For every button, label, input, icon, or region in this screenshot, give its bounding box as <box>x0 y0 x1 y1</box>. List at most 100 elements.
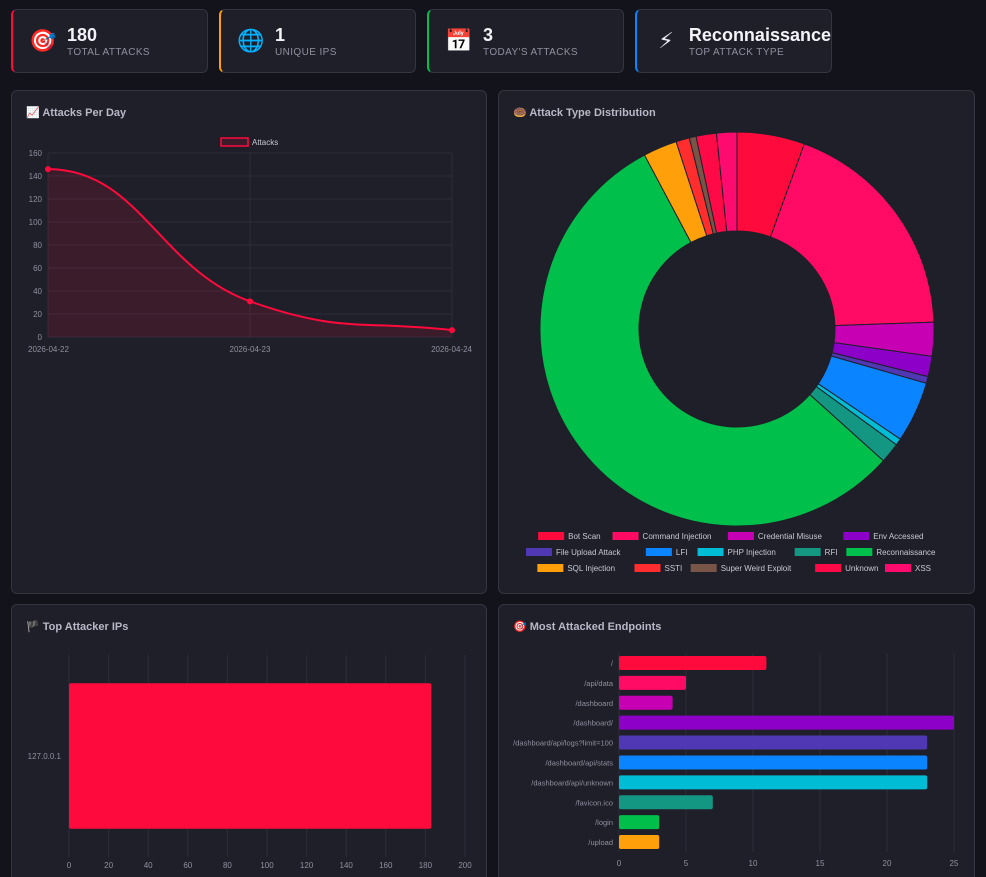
y-tick-label: 40 <box>33 287 42 296</box>
panel-title: 🏴 Top Attacker IPs <box>26 620 128 633</box>
legend-label: Credential Misuse <box>758 532 823 541</box>
x-tick-label: 140 <box>340 861 354 870</box>
legend-swatch <box>645 548 672 556</box>
legend-swatch <box>843 532 870 540</box>
x-tick-label: 5 <box>684 859 689 868</box>
data-point <box>449 327 455 334</box>
y-tick-label: /upload <box>588 838 613 847</box>
legend-label: Env Accessed <box>873 532 923 541</box>
legend-label: XSS <box>915 564 931 573</box>
legend-swatch <box>794 548 821 556</box>
endpoints-chart: 0 5 10 15 20 25 / /api/data/dashboard/dashboard… <box>513 653 959 868</box>
panel-title: 🍩 Attack Type Distribution <box>513 106 656 119</box>
attack-type-panel: 🍩 Attack Type Distribution Bot Scan Comma… <box>498 90 975 594</box>
y-tick-label: 100 <box>29 218 43 227</box>
legend-swatch <box>690 564 717 572</box>
stat-value: 180 <box>67 24 98 45</box>
x-tick-label: 20 <box>883 859 892 868</box>
chart-increasing-icon: 📈 <box>26 107 40 119</box>
donut-slice <box>769 143 935 327</box>
legend-label: SQL Injection <box>567 564 615 573</box>
stat-value: 1 <box>275 24 286 45</box>
target-icon: 🎯 <box>29 28 57 53</box>
data-point <box>247 298 253 305</box>
legend-label: PHP Injection <box>728 548 776 557</box>
legend-label: Super Weird Exploit <box>721 564 792 573</box>
x-tick-label: 25 <box>950 859 959 868</box>
y-tick-label: 0 <box>38 333 43 342</box>
donut-slice <box>539 154 885 527</box>
top-ips-chart: 0 20 40 60 80 100 120 140 160 180 200 127.0.0.1 <box>28 655 472 870</box>
bar <box>619 775 928 790</box>
stat-card-total-attacks: 🎯 180 TOTAL ATTACKS <box>11 9 208 73</box>
calendar-icon: 📅 <box>445 28 473 53</box>
donut-icon: 🍩 <box>513 107 527 119</box>
endpoints-panel: 🎯 Most Attacked Endpoints 0 5 10 15 20 25 / /ap… <box>498 604 975 877</box>
series-area <box>48 169 452 337</box>
y-tick-label: 120 <box>29 195 43 204</box>
x-tick-label: 0 <box>67 861 72 870</box>
x-tick-label: 20 <box>104 861 113 870</box>
y-tick-label: /dashboard <box>575 699 613 708</box>
legend-swatch <box>634 564 661 572</box>
y-tick-label: 140 <box>29 172 43 181</box>
legend-label: RFI <box>825 548 838 557</box>
bar <box>619 715 954 730</box>
stat-card-top-attack-type: ⚡ Reconnaissance TOP ATTACK TYPE <box>635 9 832 73</box>
legend-swatch <box>220 137 249 147</box>
bar <box>619 795 713 810</box>
legend-label: SSTI <box>665 564 683 573</box>
x-tick-label: 10 <box>749 859 758 868</box>
y-tick-label: /api/data <box>584 679 614 688</box>
x-tick-label: 60 <box>183 861 192 870</box>
legend-label: Attacks <box>252 138 278 147</box>
y-tick-label: 127.0.0.1 <box>28 752 62 761</box>
legend-label: File Upload Attack <box>556 548 621 557</box>
legend-swatch <box>538 532 565 540</box>
y-tick-label: /dashboard/api/unknown <box>531 778 613 787</box>
x-tick-label: 0 <box>617 859 622 868</box>
y-tick-label: 80 <box>33 241 42 250</box>
legend-swatch <box>885 564 911 572</box>
bar <box>619 755 928 770</box>
y-tick-label: 160 <box>29 149 43 158</box>
y-tick-label: 20 <box>33 310 42 319</box>
stat-label: TOP ATTACK TYPE <box>688 46 785 58</box>
legend-swatch <box>697 548 724 556</box>
x-tick-label: 100 <box>260 861 274 870</box>
legend-swatch <box>537 564 564 572</box>
panel-title-text: Attack Type Distribution <box>529 107 656 119</box>
bar <box>619 695 673 710</box>
panel-title-text: Attacks Per Day <box>42 107 127 119</box>
y-tick-label: /dashboard/api/stats <box>545 758 613 767</box>
legend-label: Unknown <box>845 564 878 573</box>
stat-card-unique-ips: 🌐 1 UNIQUE IPS <box>219 9 416 73</box>
legend-swatch <box>846 548 873 556</box>
panel-title-text: Top Attacker IPs <box>42 621 129 633</box>
attacks-per-day-chart: 0 20 40 60 80 100 120 140 160 2026-04-22 2026-04-2… <box>28 137 473 354</box>
legend-label: Reconnaissance <box>876 548 936 557</box>
x-tick-label: 40 <box>144 861 153 870</box>
legend-swatch <box>727 532 754 540</box>
stat-value: Reconnaissance <box>688 24 831 45</box>
legend-swatch <box>815 564 842 572</box>
bar <box>619 735 928 750</box>
x-tick-label: 120 <box>300 861 314 870</box>
flag-icon: 🏴 <box>26 621 40 633</box>
stat-label: TOTAL ATTACKS <box>67 46 150 58</box>
x-tick-label: 2026-04-22 <box>28 345 69 354</box>
stat-value: 3 <box>483 24 494 45</box>
bar <box>619 815 660 830</box>
bar <box>619 675 686 690</box>
series-line <box>47 168 453 332</box>
stat-label: TODAY'S ATTACKS <box>483 46 578 58</box>
panel-title: 📈 Attacks Per Day <box>26 106 126 119</box>
x-tick-label: 200 <box>458 861 472 870</box>
stat-card-todays-attacks: 📅 3 TODAY'S ATTACKS <box>427 9 624 73</box>
y-tick-label: /login <box>595 818 613 827</box>
y-tick-label: /favicon.ico <box>575 798 613 807</box>
legend-label: Bot Scan <box>568 532 600 541</box>
x-tick-label: 180 <box>419 861 433 870</box>
bar <box>69 683 432 829</box>
y-tick-label: / <box>611 659 614 668</box>
